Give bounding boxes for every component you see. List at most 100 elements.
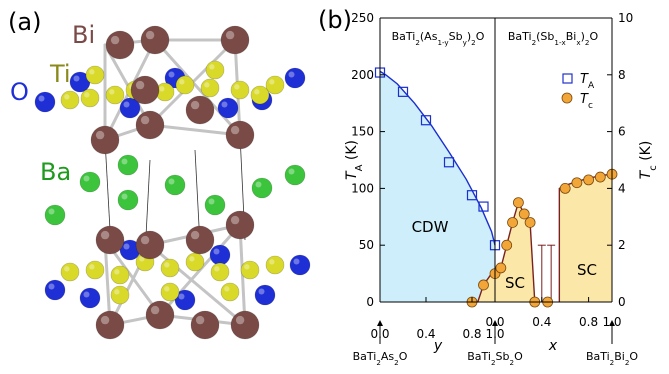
bismuth-atom — [95, 310, 125, 340]
bond — [148, 123, 242, 137]
oxygen-atom — [34, 91, 56, 113]
titanium-atom — [265, 75, 285, 95]
titanium-atom — [85, 65, 105, 85]
left-tick-label: 0 — [366, 295, 374, 309]
right-tick-label: 10 — [618, 11, 633, 25]
right-axis-title: Tc (K) — [638, 141, 659, 180]
titanium-atom-highlight — [64, 266, 70, 272]
bismuth-atom-highlight — [140, 115, 150, 125]
x-tick-label-right: 0.4 — [532, 315, 551, 329]
bismuth-atom-highlight — [190, 100, 200, 110]
barium-atom — [251, 177, 273, 199]
barium-atom — [284, 164, 306, 186]
titanium-atom — [60, 262, 80, 282]
panel-b-label: (b) — [318, 6, 352, 34]
titanium-atom — [110, 285, 130, 305]
titanium-atom — [250, 85, 270, 105]
bismuth-atom — [185, 225, 215, 255]
bond — [148, 243, 247, 327]
sc-region-right — [559, 174, 612, 302]
right-tick-label: 2 — [618, 238, 626, 252]
barium-atom-highlight — [121, 193, 128, 200]
oxygen-atom-highlight — [123, 101, 130, 108]
bismuth-atom-highlight — [140, 235, 150, 245]
barium-atom — [164, 174, 186, 196]
bond — [103, 238, 112, 327]
barium-atom-highlight — [168, 178, 175, 185]
titanium-atom — [160, 282, 180, 302]
left-tick-label: 50 — [359, 238, 374, 252]
titanium-atom — [60, 90, 80, 110]
right-subplot-title: BaTi2(Sb1-xBix)2O — [508, 30, 599, 47]
x-axis-label-x: x — [548, 338, 558, 354]
titanium-atom-highlight — [159, 86, 165, 92]
panel-a-label: (a) — [8, 8, 41, 36]
right-tick-label: 8 — [618, 68, 626, 82]
oxygen-atom-highlight — [258, 288, 265, 295]
oxygen-atom — [289, 254, 311, 276]
tc-data-point — [507, 217, 518, 228]
titanium-atom — [230, 80, 250, 100]
oxygen-atom-highlight — [213, 248, 220, 255]
titanium-atom — [220, 282, 240, 302]
oxygen-atom-highlight — [48, 283, 55, 290]
bismuth-atom — [220, 25, 250, 55]
ta-data-point — [443, 157, 455, 168]
bismuth-atom — [230, 310, 260, 340]
oxygen-atom-highlight — [123, 243, 130, 250]
titanium-atom-highlight — [114, 289, 120, 295]
bismuth-atom-highlight — [230, 215, 240, 225]
titanium-atom-highlight — [109, 89, 115, 95]
barium-atom — [79, 171, 101, 193]
titanium-atom — [210, 262, 230, 282]
tc-data-point — [594, 171, 606, 183]
titanium-atom-highlight — [214, 266, 220, 272]
bismuth-atom-highlight — [110, 35, 120, 45]
oxygen-atom — [119, 97, 141, 119]
legend-marker-ta — [562, 73, 573, 84]
cdw-label: CDW — [412, 218, 449, 236]
barium-atom — [117, 189, 139, 211]
legend-label-tc: Tc — [580, 92, 593, 111]
sc-label-left: SC — [505, 274, 525, 292]
ta-boundary-line — [379, 70, 496, 246]
bond — [153, 38, 242, 137]
compound-arrow-head — [377, 320, 383, 326]
cell-edge — [104, 139, 111, 231]
barium-atom — [204, 194, 226, 216]
tc-data-point — [518, 208, 530, 220]
cdw-region — [380, 71, 495, 302]
atom-label-o: O — [10, 78, 29, 106]
tc-data-point — [583, 174, 594, 186]
x-tick-label-left: 0.4 — [416, 327, 435, 341]
x-tick-label-right: 0.8 — [579, 315, 598, 329]
right-tick-label: 4 — [618, 181, 626, 195]
crystal-structure-illustration — [34, 25, 311, 340]
bismuth-atom-highlight — [100, 315, 110, 325]
oxygen-atom — [79, 287, 101, 309]
right-axis-title-text: Tc (K) — [638, 141, 659, 180]
legend-label-ta: TA — [580, 72, 595, 91]
titanium-atom — [85, 260, 105, 280]
titanium-atom-highlight — [209, 64, 215, 70]
bismuth-atom — [140, 25, 170, 55]
oxygen-atom-highlight — [83, 291, 90, 298]
ta-data-point — [420, 115, 432, 126]
titanium-atom-highlight — [269, 259, 275, 265]
bismuth-atom — [225, 210, 255, 240]
titanium-atom-highlight — [244, 264, 250, 270]
titanium-atom-highlight — [254, 89, 260, 95]
oxygen-atom — [217, 97, 239, 119]
bismuth-atom-highlight — [235, 315, 245, 325]
oxygen-atom — [254, 284, 276, 306]
bismuth-atom — [90, 125, 120, 155]
ta-data-point — [478, 201, 489, 212]
titanium-atom-highlight — [89, 264, 95, 270]
compound-arrow-head — [609, 320, 615, 326]
titanium-atom — [205, 60, 225, 80]
titanium-atom — [110, 265, 130, 285]
compound-arrow-head — [492, 320, 498, 326]
bismuth-atom-highlight — [150, 305, 160, 315]
oxygen-atom — [284, 67, 306, 89]
